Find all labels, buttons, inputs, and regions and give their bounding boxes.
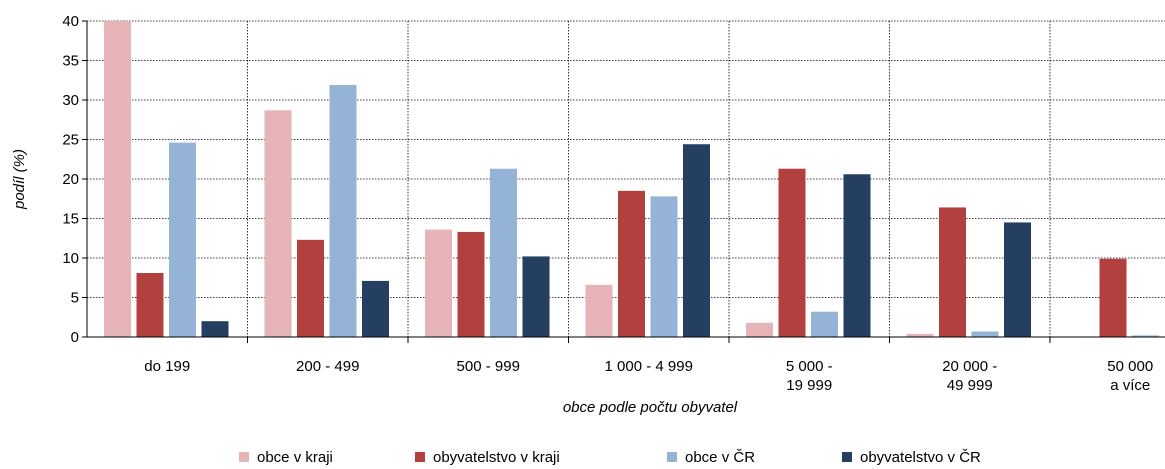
bar bbox=[650, 196, 678, 337]
bar bbox=[1099, 258, 1127, 337]
bar bbox=[457, 231, 485, 337]
y-tick-label: 5 bbox=[71, 290, 79, 307]
x-category-labels: do 199 200 - 499 500 - 999 1 000 - 4 999 5 0… bbox=[144, 358, 1153, 394]
bar bbox=[683, 144, 710, 337]
axes bbox=[82, 20, 1165, 343]
bar bbox=[362, 280, 389, 337]
bar bbox=[1004, 222, 1031, 337]
bar bbox=[104, 21, 131, 337]
bar bbox=[297, 239, 324, 337]
bar bbox=[169, 142, 196, 337]
legend-item: obyvatelstvo v ČR bbox=[842, 449, 981, 466]
legend-label: obyvatelstvo v kraji bbox=[433, 449, 560, 466]
bar bbox=[1132, 335, 1159, 337]
legend-label: obce v kraji bbox=[257, 449, 333, 466]
bar bbox=[906, 333, 934, 337]
bar bbox=[618, 190, 645, 337]
x-axis-title: obce podle počtu obyvatel bbox=[563, 399, 738, 416]
y-tick-label: 20 bbox=[62, 171, 79, 188]
legend-item: obce v ČR bbox=[667, 449, 755, 466]
bar bbox=[971, 331, 999, 337]
bar bbox=[585, 284, 613, 337]
y-tick-labels: 0 5 10 15 20 25 30 35 40 bbox=[62, 13, 79, 346]
x-category-label: 1 000 - 4 999 bbox=[605, 358, 693, 375]
y-tick-label: 10 bbox=[62, 250, 79, 267]
x-category-label: 5 000 -19 999 bbox=[786, 358, 833, 394]
legend-item: obyvatelstvo v kraji bbox=[415, 449, 560, 466]
bar bbox=[811, 311, 838, 337]
bar bbox=[136, 273, 164, 337]
legend-item: obce v kraji bbox=[239, 449, 333, 466]
x-category-label: 500 - 999 bbox=[457, 358, 520, 375]
legend-label: obyvatelstvo v ČR bbox=[860, 449, 981, 466]
x-category-label: 20 000 -49 999 bbox=[942, 358, 997, 394]
y-tick-label: 0 bbox=[71, 329, 79, 346]
y-axis-title: podíl (%) bbox=[11, 149, 28, 210]
legend-label: obce v ČR bbox=[685, 449, 755, 466]
bar bbox=[329, 84, 357, 338]
bar bbox=[425, 229, 452, 337]
legend-swatch bbox=[667, 452, 677, 462]
bar bbox=[490, 168, 517, 337]
x-category-label: 200 - 499 bbox=[296, 358, 359, 375]
x-category-label: 50 000 a více bbox=[1107, 358, 1153, 394]
bar bbox=[201, 321, 229, 337]
bar bbox=[746, 322, 773, 337]
bar bbox=[778, 168, 806, 337]
y-tick-label: 30 bbox=[62, 92, 79, 109]
y-tick-label: 40 bbox=[62, 13, 79, 30]
bar bbox=[522, 256, 550, 337]
bars bbox=[104, 21, 1159, 338]
bar bbox=[939, 207, 966, 337]
legend-swatch bbox=[415, 452, 425, 462]
y-tick-label: 25 bbox=[62, 132, 79, 149]
legend-swatch bbox=[842, 452, 852, 462]
bar bbox=[264, 110, 292, 338]
legend: obce v kraji obyvatelstvo v kraji obce v Č… bbox=[239, 449, 981, 466]
bar bbox=[843, 174, 871, 337]
y-tick-label: 35 bbox=[62, 53, 79, 70]
x-category-label: do 199 bbox=[144, 358, 190, 375]
gridlines bbox=[87, 20, 1165, 337]
legend-swatch bbox=[239, 452, 249, 462]
y-tick-label: 15 bbox=[62, 211, 79, 228]
